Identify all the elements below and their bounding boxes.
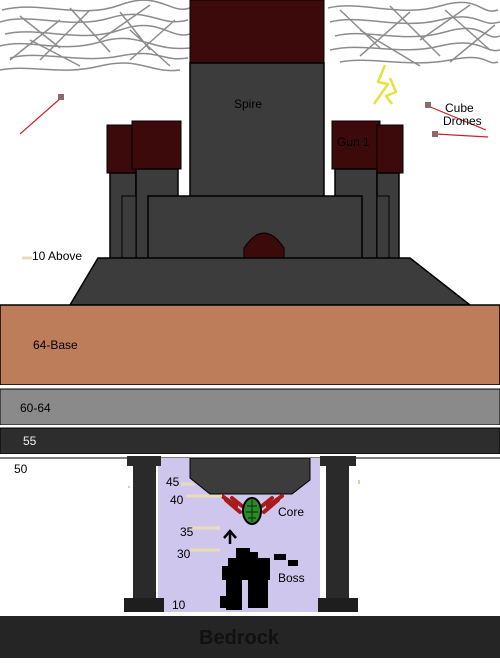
left-inner-turret-cap [131,120,182,170]
cube-drones-label-1: Cube [445,101,474,115]
depth-30-label: 30 [177,547,191,561]
drone-trail-left [19,96,63,135]
drone-cube-2 [432,131,438,137]
right-pillar-base [318,598,358,612]
storm-cloud-right [327,1,500,67]
depth-10-label: 10 [172,598,186,612]
gun-label: Gun 1 [337,135,370,149]
right-outer-turret-cap [376,124,404,174]
right-pillar-cap [320,456,356,466]
left-pillar-base [124,598,164,612]
left-buttress [121,195,137,262]
boss-label: Boss [278,571,305,585]
fortress-platform [68,257,473,306]
layer-dirt [0,304,500,386]
drone-cube-left [58,94,64,100]
depth-35-label: 35 [180,525,194,539]
spire-cap [189,0,325,64]
left-pillar-cap [127,456,161,466]
depth-40-label: 40 [170,493,184,507]
drone-cube-1 [425,102,431,108]
layer-60-64 [0,388,500,426]
boss-figure [220,548,298,610]
layer-55 [0,427,500,455]
layer-gap-2 [0,425,500,428]
arrow-up-icon [223,529,237,544]
dust-dot [128,486,130,488]
dust-dot [358,480,360,484]
core-label: Core [278,505,305,519]
keep-gate [243,232,285,262]
core-housing [189,457,311,495]
storm-cloud-left [0,0,191,72]
core-icon [220,494,284,525]
spire-label: Spire [234,97,263,111]
lightning-icon [372,64,398,105]
depth-45-label: 45 [166,475,180,489]
above-label: 10 Above [32,249,83,263]
drone-trail-1 [427,105,487,131]
left-pillar [133,466,156,600]
cube-drones-label-2: Drones [443,114,482,128]
drone-trail-2 [435,133,489,138]
layer-55-label: 55 [23,434,37,448]
spire-tower [189,62,325,199]
right-buttress [376,195,390,262]
layer-50-label: 50 [14,462,28,476]
bedrock-label: Bedrock [199,627,280,649]
layer-bedrock [0,616,500,658]
layer-gap-1 [0,385,500,389]
right-pillar [326,466,349,600]
layer-60-64-label: 60-64 [20,401,51,415]
base-label: 64-Base [33,338,78,352]
